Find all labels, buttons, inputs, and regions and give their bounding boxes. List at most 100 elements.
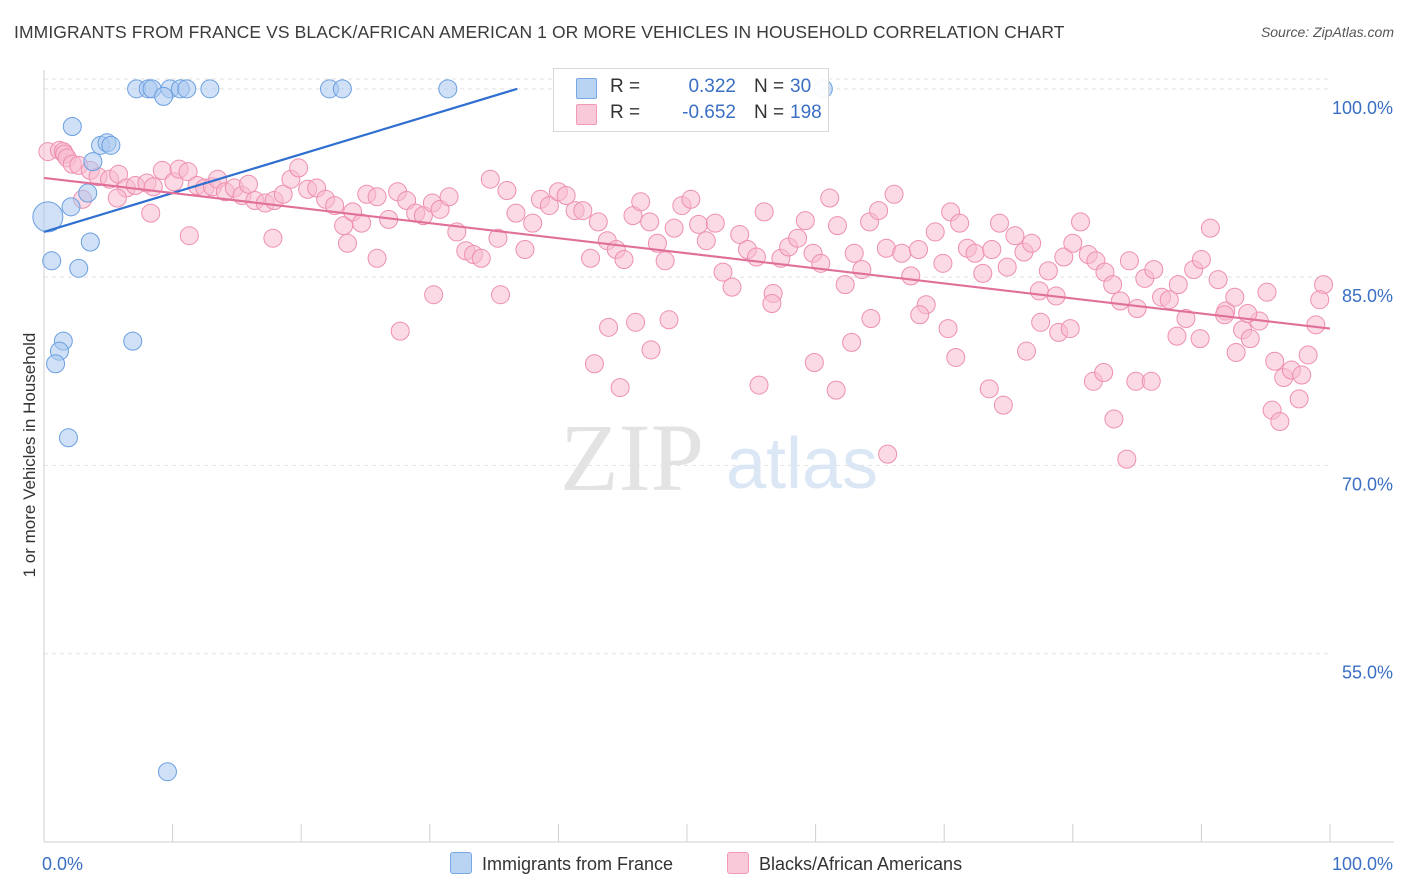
- pink-point: [143, 177, 163, 197]
- pink-point: [640, 212, 660, 232]
- legend-swatch-blue: [576, 78, 597, 99]
- pink-point: [749, 375, 769, 395]
- pink-point: [584, 354, 604, 374]
- pink-point: [515, 240, 535, 260]
- blue-point: [46, 354, 66, 374]
- pink-point: [367, 248, 387, 268]
- pink-point: [1168, 275, 1188, 295]
- pink-point: [471, 248, 491, 268]
- pink-point: [1240, 329, 1260, 349]
- y-tick-label: 70.0%: [1342, 474, 1393, 494]
- legend-r-value: -0.652: [682, 102, 736, 123]
- pink-point: [588, 212, 608, 232]
- pink-point: [581, 248, 601, 268]
- pink-point: [696, 231, 716, 251]
- pink-point: [337, 233, 357, 253]
- y-axis-label: 1 or more Vehicles in Household: [20, 332, 39, 578]
- pink-point: [1063, 233, 1083, 253]
- pink-point: [901, 266, 921, 286]
- pink-point: [993, 395, 1013, 415]
- pink-point: [367, 187, 387, 207]
- pink-point: [1144, 260, 1164, 280]
- pink-point: [390, 321, 410, 341]
- pink-point: [1190, 329, 1210, 349]
- pink-point: [1110, 291, 1130, 311]
- pink-point: [754, 202, 774, 222]
- correlation-legend: R = 0.322 N = 30 R = -0.652 N = 198: [553, 68, 829, 132]
- pink-point: [439, 187, 459, 207]
- pink-point: [631, 192, 651, 212]
- pink-point: [659, 310, 679, 330]
- legend-r-label: R =: [610, 102, 641, 123]
- y-tick-label: 100.0%: [1332, 98, 1393, 118]
- blue-point: [177, 79, 197, 99]
- pink-point: [141, 203, 161, 223]
- pink-point: [488, 228, 508, 248]
- pink-point: [730, 224, 750, 244]
- blue-point: [123, 331, 143, 351]
- pink-point: [827, 216, 847, 236]
- pink-point: [804, 352, 824, 372]
- legend-r-value: 0.322: [688, 76, 736, 97]
- pink-point: [946, 347, 966, 367]
- blue-point: [61, 197, 81, 217]
- pink-point: [263, 228, 283, 248]
- pink-point: [835, 275, 855, 295]
- source-label: Source: ZipAtlas.com: [1260, 24, 1394, 40]
- pink-point: [820, 188, 840, 208]
- pink-point: [614, 250, 634, 270]
- pink-point: [997, 257, 1017, 277]
- pink-point: [1289, 389, 1309, 409]
- pink-point: [491, 285, 511, 305]
- blue-trend-line: [43, 87, 518, 233]
- blue-point: [80, 232, 100, 252]
- legend-n-value: 198: [790, 102, 822, 123]
- pink-point: [844, 243, 864, 263]
- x-tick-label: 0.0%: [42, 854, 83, 874]
- watermark: ZIP atlas: [560, 404, 878, 511]
- pink-point: [1127, 299, 1147, 319]
- blue-point: [58, 428, 78, 448]
- pink-point: [1167, 326, 1187, 346]
- blue-point: [69, 258, 89, 278]
- pink-point: [1265, 351, 1285, 371]
- pink-trend-line: [43, 176, 1331, 330]
- pink-point: [973, 263, 993, 283]
- pink-point: [910, 305, 930, 325]
- legend-n-value: 30: [790, 76, 812, 97]
- x-tick-label: 100.0%: [1332, 854, 1393, 874]
- legend-item-immigrants-from-france: Immigrants from France: [450, 852, 673, 875]
- pink-point: [1200, 218, 1220, 238]
- pink-point: [1226, 342, 1246, 362]
- pink-point: [722, 277, 742, 297]
- pink-point: [179, 226, 199, 246]
- pink-point: [325, 196, 345, 216]
- pink-point: [599, 317, 619, 337]
- legend-label: Blacks/African Americans: [759, 854, 963, 874]
- pink-point: [556, 186, 576, 206]
- blue-point: [157, 762, 177, 782]
- pink-point: [178, 162, 198, 182]
- legend-swatch-blue: [450, 852, 472, 874]
- pink-point: [1310, 290, 1330, 310]
- pink-point: [950, 213, 970, 233]
- legend-item-blacks-african-americans: Blacks/African Americans: [727, 852, 962, 875]
- pink-point: [238, 174, 258, 194]
- pink-point: [1017, 341, 1037, 361]
- pink-point: [1292, 365, 1312, 385]
- pink-point: [1191, 250, 1211, 270]
- watermark-atlas: atlas: [726, 424, 878, 504]
- pink-point: [1103, 275, 1123, 295]
- axes: [43, 70, 1394, 843]
- pink-point: [925, 222, 945, 242]
- legend-n-label: N =: [754, 76, 785, 97]
- pink-point: [1060, 319, 1080, 339]
- pink-point: [861, 309, 881, 329]
- pink-point: [705, 213, 725, 233]
- pink-point: [869, 201, 889, 221]
- pink-point: [497, 181, 517, 201]
- blue-point: [83, 152, 103, 172]
- pink-point: [892, 243, 912, 263]
- pink-point: [480, 169, 500, 189]
